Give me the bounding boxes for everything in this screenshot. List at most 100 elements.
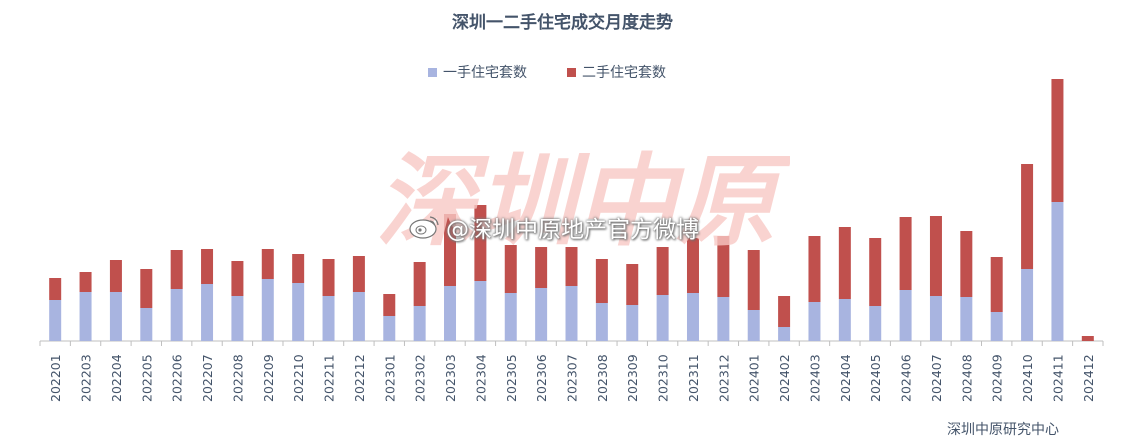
bar-second-hand-202403 <box>808 236 821 302</box>
bar-first-hand-202307 <box>565 286 578 341</box>
bar-first-hand-202203 <box>79 292 92 341</box>
bar-first-hand-202410 <box>1021 269 1034 341</box>
bar-first-hand-202404 <box>838 299 851 341</box>
legend-swatch-second-hand <box>567 67 576 77</box>
bar-second-hand-202201 <box>49 278 62 300</box>
bar-second-hand-202308 <box>595 259 608 303</box>
bar-first-hand-202310 <box>656 295 669 341</box>
x-tick-label-202208: 202208 <box>230 354 245 402</box>
bar-second-hand-202405 <box>869 238 882 306</box>
x-tick-label-202303: 202303 <box>443 354 458 402</box>
legend-label-first-hand: 一手住宅套数 <box>443 65 527 81</box>
x-tick-label-202203: 202203 <box>79 354 94 402</box>
bar-first-hand-202308 <box>595 303 608 341</box>
bar-second-hand-202304 <box>474 205 487 281</box>
bar-second-hand-202410 <box>1021 164 1034 269</box>
bar-first-hand-202201 <box>49 300 62 341</box>
x-tick-label-202211: 202211 <box>322 354 337 402</box>
x-tick-label-202205: 202205 <box>139 354 154 402</box>
bar-second-hand-202204 <box>109 260 122 292</box>
bar-first-hand-202406 <box>899 290 912 341</box>
x-tick-label-202308: 202308 <box>595 354 610 402</box>
bar-first-hand-202403 <box>808 302 821 341</box>
x-tick-label-202409: 202409 <box>990 354 1005 402</box>
bar-second-hand-202307 <box>565 247 578 286</box>
x-tick-label-202209: 202209 <box>261 354 276 402</box>
bar-second-hand-202404 <box>838 227 851 299</box>
x-tick-label-202404: 202404 <box>838 354 853 402</box>
x-tick-label-202204: 202204 <box>109 354 124 402</box>
bar-first-hand-202312 <box>717 297 730 341</box>
bar-first-hand-202210 <box>292 283 305 341</box>
x-tick-label-202411: 202411 <box>1050 354 1065 402</box>
bar-first-hand-202309 <box>626 305 639 341</box>
x-tick-label-202206: 202206 <box>170 354 185 402</box>
x-tick-label-202401: 202401 <box>747 354 762 402</box>
bar-second-hand-202301 <box>383 294 396 316</box>
bar-second-hand-202303 <box>444 214 457 286</box>
x-tick-label-202311: 202311 <box>686 354 701 402</box>
bar-second-hand-202407 <box>929 216 942 296</box>
x-tick-label-202412: 202412 <box>1081 354 1096 402</box>
source-label: 深圳中原研究中心 <box>947 422 1059 438</box>
legend: 一手住宅套数 二手住宅套数 <box>428 62 666 82</box>
bar-first-hand-202206 <box>170 289 183 341</box>
bar-second-hand-202411 <box>1051 79 1064 202</box>
x-tick-label-202212: 202212 <box>352 354 367 402</box>
bar-first-hand-202208 <box>231 296 244 341</box>
bar-second-hand-202311 <box>686 238 699 293</box>
chart-title: 深圳一二手住宅成交月度走势 <box>452 13 673 33</box>
bar-second-hand-202209 <box>261 249 274 279</box>
bar-first-hand-202305 <box>504 293 517 341</box>
bar-first-hand-202311 <box>686 293 699 341</box>
x-tick-label-202207: 202207 <box>200 354 215 402</box>
legend-swatch-first-hand <box>428 67 437 77</box>
bar-second-hand-202401 <box>747 250 760 310</box>
bar-second-hand-202302 <box>413 262 426 306</box>
x-tick-label-202410: 202410 <box>1020 354 1035 402</box>
x-tick-label-202403: 202403 <box>807 354 822 402</box>
bar-second-hand-202208 <box>231 261 244 296</box>
x-tick-label-202312: 202312 <box>716 354 731 402</box>
bar-second-hand-202212 <box>352 256 365 292</box>
bar-second-hand-202211 <box>322 259 335 296</box>
bar-second-hand-202310 <box>656 247 669 295</box>
x-tick-label-202309: 202309 <box>625 354 640 402</box>
legend-label-second-hand: 二手住宅套数 <box>582 65 666 81</box>
bar-second-hand-202210 <box>292 254 305 283</box>
legend-item-first-hand: 一手住宅套数 <box>428 62 527 82</box>
x-tick-label-202402: 202402 <box>777 354 792 402</box>
x-tick-label-202310: 202310 <box>656 354 671 402</box>
bar-second-hand-202207 <box>201 249 214 284</box>
bar-first-hand-202411 <box>1051 202 1064 341</box>
x-tick-label-202408: 202408 <box>959 354 974 402</box>
bar-first-hand-202402 <box>778 327 791 341</box>
bar-second-hand-202402 <box>778 296 791 327</box>
bar-first-hand-202205 <box>140 308 153 341</box>
bar-first-hand-202405 <box>869 306 882 341</box>
bar-first-hand-202207 <box>201 284 214 341</box>
bar-second-hand-202203 <box>79 272 92 292</box>
bar-second-hand-202408 <box>960 231 973 297</box>
x-tick-label-202301: 202301 <box>382 354 397 402</box>
bar-second-hand-202406 <box>899 217 912 290</box>
bar-first-hand-202209 <box>261 279 274 341</box>
bar-first-hand-202306 <box>535 288 548 341</box>
x-tick-label-202405: 202405 <box>868 354 883 402</box>
bar-first-hand-202409 <box>990 312 1003 341</box>
bar-first-hand-202401 <box>747 310 760 341</box>
bar-first-hand-202407 <box>929 296 942 341</box>
x-tick-label-202305: 202305 <box>504 354 519 402</box>
bar-first-hand-202211 <box>322 296 335 341</box>
x-tick-label-202406: 202406 <box>899 354 914 402</box>
bar-first-hand-202304 <box>474 281 487 341</box>
bar-second-hand-202205 <box>140 269 153 308</box>
bar-first-hand-202301 <box>383 316 396 341</box>
bar-second-hand-202409 <box>990 257 1003 312</box>
bar-first-hand-202303 <box>444 286 457 341</box>
bar-first-hand-202408 <box>960 297 973 341</box>
bar-second-hand-202305 <box>504 245 517 293</box>
x-tick-label-202407: 202407 <box>929 354 944 402</box>
bar-first-hand-202204 <box>109 292 122 341</box>
